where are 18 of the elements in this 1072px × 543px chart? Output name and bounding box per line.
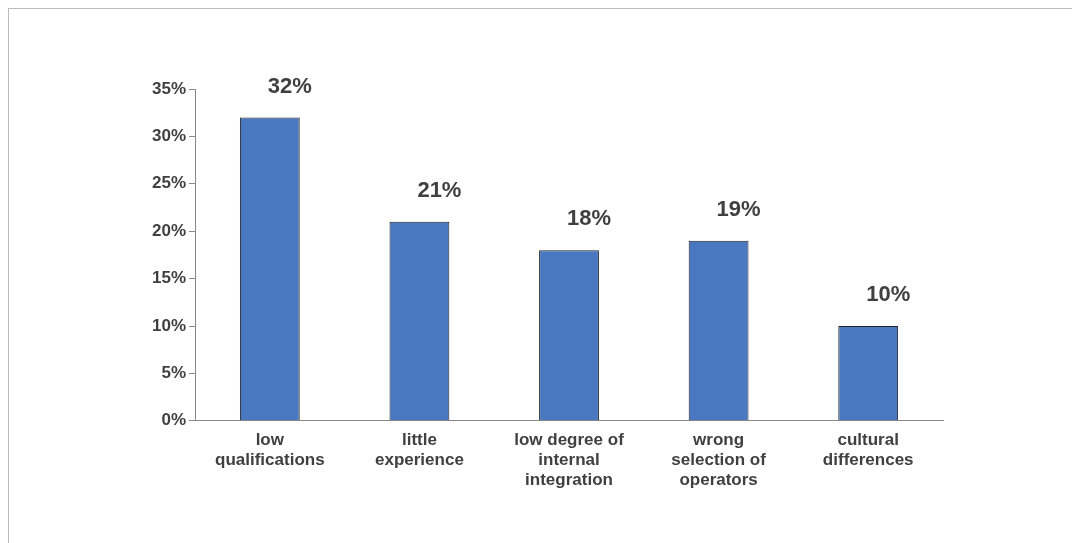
data-label: 10% [866,281,911,307]
y-tick-label: 5% [161,363,187,383]
data-label: 19% [716,195,761,221]
x-tick-label: low degree of internal integration [514,429,625,490]
y-tick-label: 20% [151,220,187,240]
data-label: 21% [417,176,462,202]
x-tick-label: cultural differences [822,429,914,470]
y-tick-label: 35% [151,78,187,98]
y-tick-label: 30% [151,126,187,146]
x-tick-label: little experience [375,429,464,470]
x-tick-label: low qualifications [215,429,325,470]
x-tick-label: wrong selection of operators [671,429,767,490]
y-tick-label: 10% [151,315,187,335]
data-label: 32% [267,72,312,98]
y-tick-label: 0% [161,410,187,430]
y-tick-label: 15% [151,268,187,288]
y-tick-label: 25% [151,173,187,193]
data-label: 18% [566,205,612,231]
